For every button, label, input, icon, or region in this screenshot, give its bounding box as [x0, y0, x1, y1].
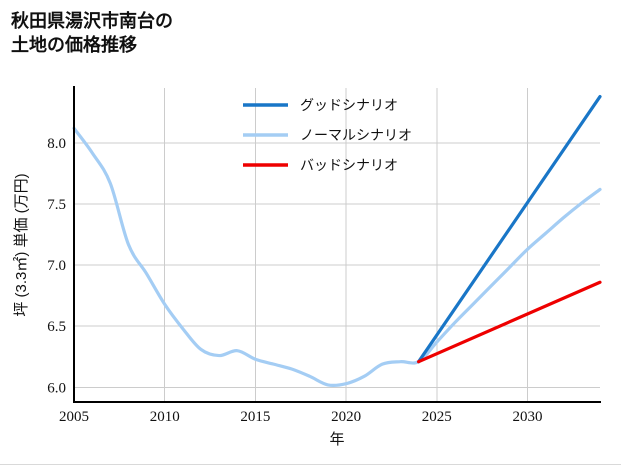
y-axis-title: 坪 (3.3㎡) 単価 (万円) — [13, 173, 30, 316]
x-tick-label: 2015 — [240, 409, 270, 425]
legend-label-normal: ノーマルシナリオ — [300, 129, 412, 144]
x-tick-label: 2010 — [150, 409, 180, 425]
y-tick-label: 8.0 — [47, 136, 66, 152]
page-title: 秋田県湯沢市南台の 土地の価格推移 — [11, 11, 173, 55]
legend-label-bad: バッドシナリオ — [300, 159, 398, 174]
series-line-normal — [72, 126, 602, 388]
x-tick-label: 2030 — [512, 409, 542, 425]
x-tick-label: 2020 — [331, 409, 361, 425]
y-tick-label: 6.0 — [47, 380, 66, 396]
x-tick-label: 2025 — [422, 409, 452, 425]
x-axis-title: 年 — [329, 431, 344, 448]
y-tick-label: 7.0 — [47, 258, 66, 274]
y-tick-label: 6.5 — [47, 319, 66, 335]
y-tick-label: 7.5 — [47, 197, 66, 213]
legend-label-good: グッドシナリオ — [300, 98, 398, 114]
series-line-bad — [417, 280, 602, 364]
series-line-good — [417, 94, 602, 364]
x-tick-label: 2005 — [59, 409, 89, 425]
